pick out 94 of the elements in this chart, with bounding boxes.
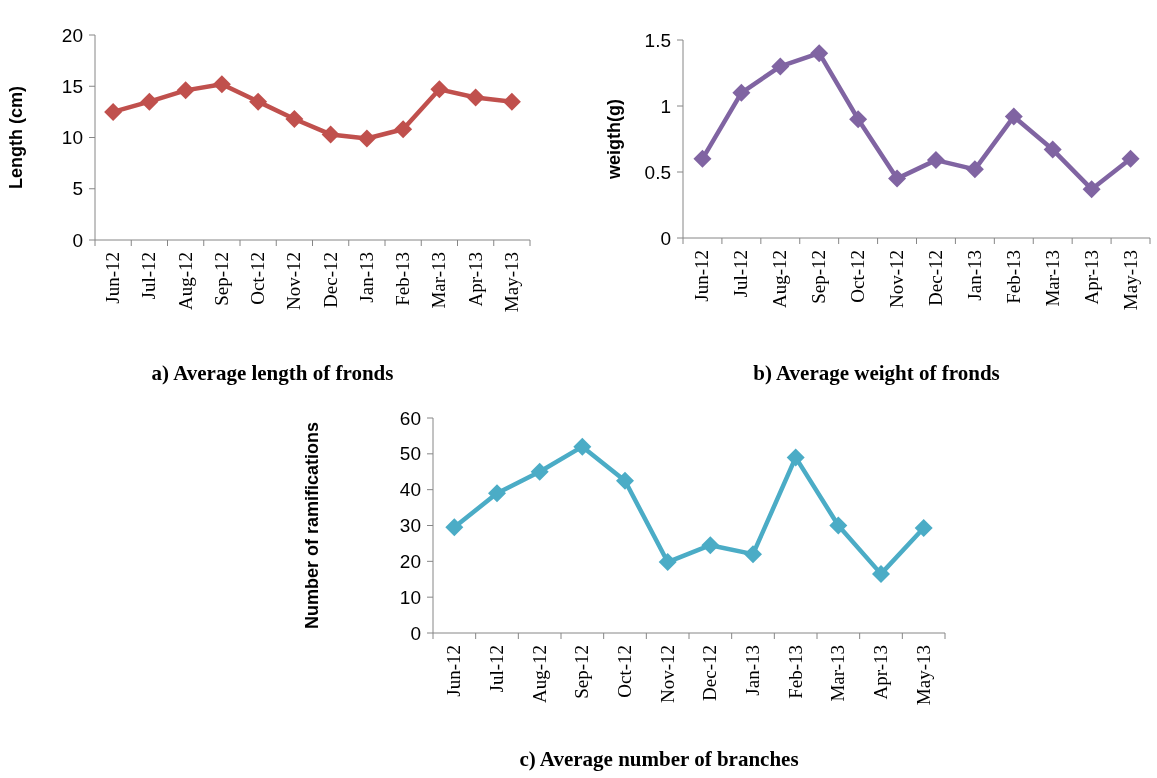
point: [212, 75, 231, 94]
y-tick-label: 20: [399, 550, 421, 572]
point: [104, 102, 123, 121]
y-axis-title: Length (cm): [6, 86, 26, 189]
x-tick-label: Jan-13: [355, 252, 377, 303]
y-tick-label: 1.5: [644, 29, 671, 51]
y-tick-label: 10: [61, 127, 83, 149]
x-tick-label: Sep-12: [210, 252, 232, 306]
y-tick-label: 50: [399, 443, 421, 465]
x-tick-label: Jun-12: [102, 252, 124, 304]
point: [744, 545, 762, 564]
point: [1004, 107, 1023, 126]
text: b) Average weight of fronds: [753, 361, 1000, 385]
y-tick-label: 15: [61, 75, 83, 97]
point: [849, 110, 868, 129]
x-tick-label: Nov-12: [886, 250, 908, 309]
x-tick-label: Apr-13: [870, 645, 891, 700]
point: [176, 81, 195, 100]
y-tick-label: 5: [72, 178, 83, 200]
y-axis-title: weigth(g): [604, 99, 624, 180]
x-tick-label: Feb-13: [784, 645, 806, 699]
point: [829, 516, 848, 535]
x-tick-label: Apr-13: [1080, 250, 1102, 305]
x-tick-label: Jan-13: [963, 250, 985, 301]
point: [786, 448, 805, 467]
point: [658, 553, 677, 572]
y-tick-label: 60: [399, 407, 421, 429]
point: [445, 518, 464, 537]
point: [616, 471, 634, 490]
x-tick-label: Sep-12: [808, 250, 830, 304]
y-tick-label: 0: [72, 229, 83, 251]
x-tick-label: Jul-12: [138, 252, 160, 300]
point: [321, 125, 340, 144]
point: [502, 92, 521, 111]
x-tick-label: Aug-12: [174, 252, 196, 311]
x-tick-label: Oct-12: [847, 250, 869, 303]
point: [693, 149, 712, 168]
point: [394, 120, 413, 139]
x-tick-label: Mar-13: [827, 645, 849, 702]
y-tick-label: 0: [660, 227, 671, 249]
point: [140, 92, 159, 111]
point: [872, 564, 890, 583]
x-tick-label: May-13: [912, 645, 934, 706]
x-tick-label: Nov-12: [656, 645, 678, 704]
x-tick-label: Feb-13: [1002, 250, 1024, 304]
point: [965, 160, 984, 179]
point: [914, 519, 933, 538]
x-tick-label: Jun-12: [691, 250, 713, 302]
y-tick-label: 30: [399, 515, 421, 537]
text: a) Average length of fronds: [151, 361, 394, 385]
x-tick-label: Aug-12: [528, 645, 550, 704]
point: [1121, 149, 1140, 168]
y-tick-label: 1: [660, 95, 671, 117]
point: [1043, 140, 1062, 159]
point: [530, 462, 549, 481]
x-tick-label: Dec-12: [319, 252, 341, 308]
point: [488, 484, 506, 503]
point: [732, 83, 751, 102]
x-tick-label: Oct-12: [614, 645, 635, 698]
x-tick-label: Jul-12: [730, 250, 752, 298]
point: [430, 80, 449, 99]
x-tick-label: Feb-13: [392, 252, 414, 306]
y-axis-title: Number of ramifications: [302, 421, 322, 630]
x-tick-label: Nov-12: [283, 252, 305, 311]
x-tick-label: Mar-13: [428, 252, 450, 309]
point: [810, 44, 829, 63]
y-tick-label: 0.5: [644, 161, 671, 183]
x-tick-label: May-13: [500, 252, 522, 313]
x-tick-label: Jun-12: [443, 645, 465, 697]
x-tick-label: Dec-12: [924, 250, 946, 306]
y-tick-label: 40: [399, 479, 421, 501]
point: [888, 169, 907, 188]
point: [466, 88, 485, 107]
x-tick-label: Dec-12: [699, 645, 721, 701]
point: [357, 129, 376, 148]
text: c) Average number of branches: [519, 747, 799, 771]
x-tick-label: Sep-12: [571, 645, 593, 699]
point: [249, 92, 268, 111]
point: [926, 151, 945, 170]
x-tick-label: Apr-13: [464, 252, 486, 307]
point: [285, 110, 304, 129]
y-tick-label: 0: [410, 622, 421, 644]
x-tick-label: Oct-12: [247, 252, 269, 305]
x-tick-label: Jan-13: [742, 645, 763, 696]
x-tick-label: May-13: [1119, 250, 1141, 311]
y-tick-label: 10: [399, 586, 421, 608]
x-tick-label: Jul-12: [486, 645, 507, 693]
x-tick-label: Mar-13: [1041, 250, 1063, 307]
point: [701, 536, 720, 555]
x-tick-label: Aug-12: [769, 250, 791, 309]
point: [573, 437, 592, 456]
point: [771, 57, 790, 76]
y-tick-label: 20: [61, 24, 83, 46]
point: [1082, 180, 1101, 199]
